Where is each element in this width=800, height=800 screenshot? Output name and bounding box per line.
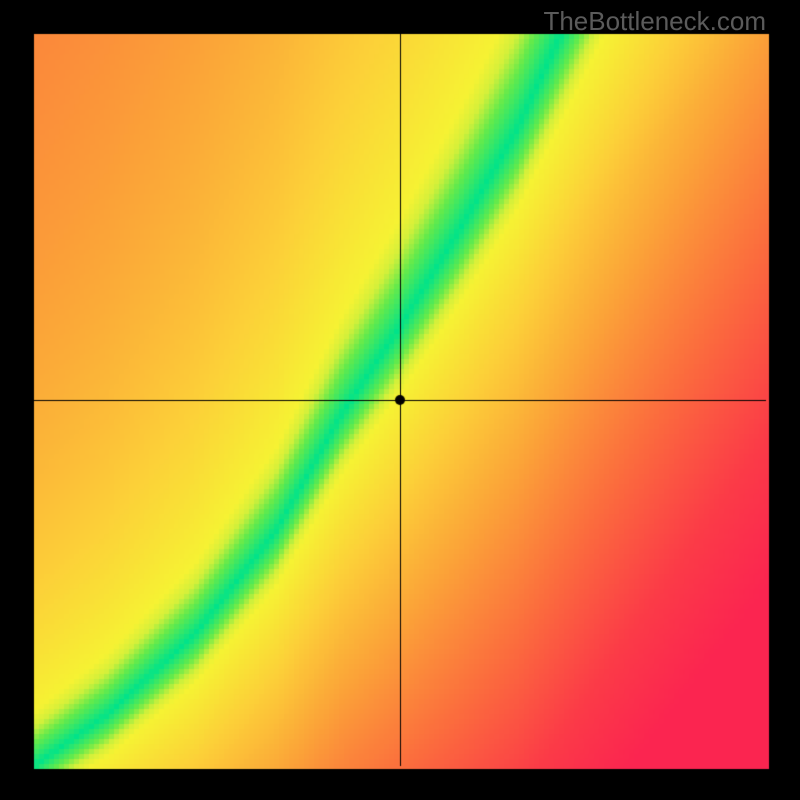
watermark-text: TheBottleneck.com (543, 6, 766, 37)
bottleneck-heatmap (0, 0, 800, 800)
heatmap-container: TheBottleneck.com (0, 0, 800, 800)
